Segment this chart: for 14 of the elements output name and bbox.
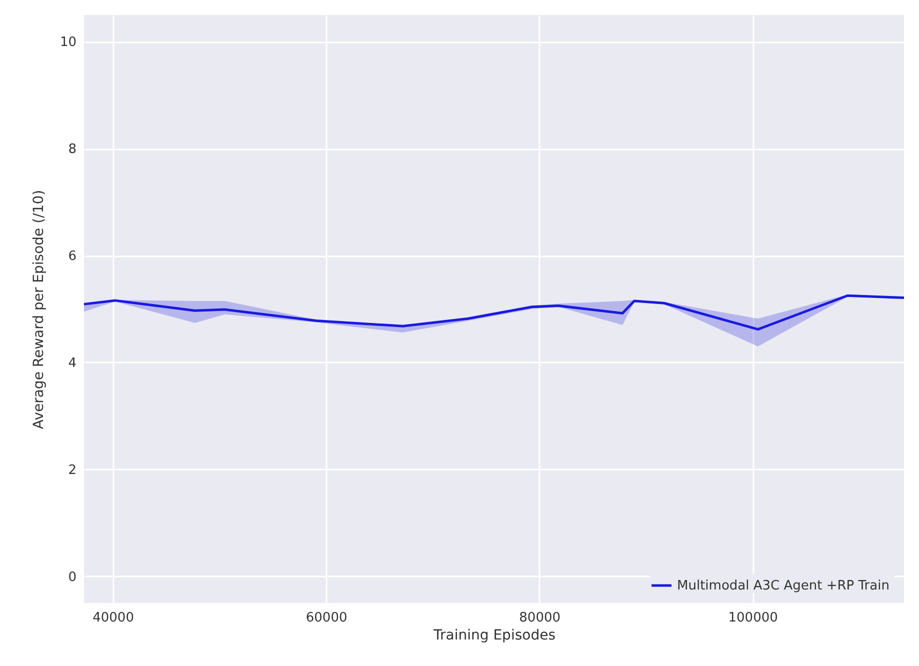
x-tick-label: 40000 (92, 610, 134, 626)
y-tick-label: 8 (68, 142, 76, 158)
x-tick-label: 100000 (728, 610, 778, 626)
x-axis-title: Training Episodes (432, 628, 556, 644)
y-tick-label: 0 (68, 570, 76, 585)
y-tick-label: 4 (68, 356, 76, 371)
x-tick-label: 60000 (306, 610, 348, 626)
y-axis-title: Average Reward per Episode (/10) (30, 190, 47, 430)
legend-label: Multimodal A3C Agent +RP Train (677, 578, 890, 594)
line-series (82, 294, 906, 331)
y-tick-label: 10 (60, 35, 76, 50)
y-tick-label: 6 (68, 249, 76, 264)
x-tick-label: 80000 (519, 610, 560, 626)
y-tick-label: 2 (68, 462, 76, 478)
